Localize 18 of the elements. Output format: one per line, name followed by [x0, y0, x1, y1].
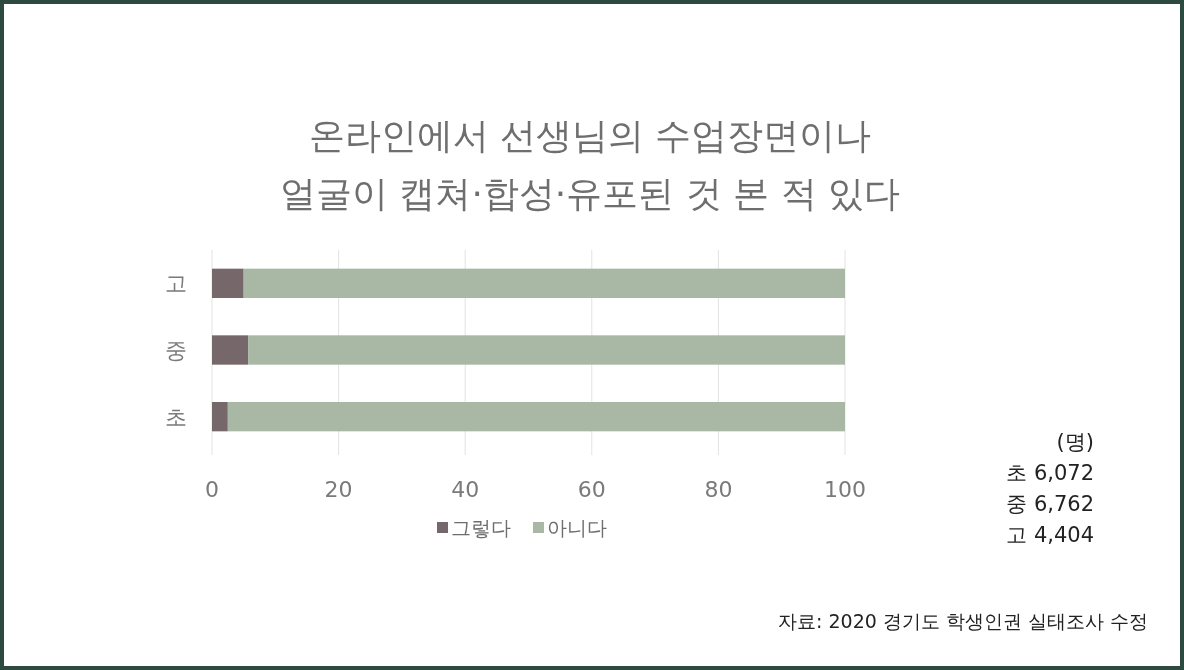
bar	[248, 335, 845, 365]
x-tick-label: 0	[205, 477, 219, 502]
bar	[212, 335, 249, 365]
x-tick-label: 80	[704, 477, 733, 502]
chart-title: 온라인에서 선생님의 수업장면이나 얼굴이 캡쳐·합성·유포된 것 본 적 있다	[279, 115, 901, 214]
legend-label: 아니다	[547, 516, 607, 540]
legend-label: 그렇다	[451, 516, 511, 540]
bar	[212, 402, 228, 432]
y-tick-label: 초	[165, 404, 187, 430]
x-tick-label: 20	[324, 477, 353, 502]
y-tick-label: 중	[165, 338, 187, 363]
y-tick-label: 고	[165, 271, 187, 297]
bar	[227, 402, 845, 432]
x-tick-label: 100	[824, 477, 866, 502]
x-tick-label: 60	[577, 477, 606, 502]
bar	[243, 268, 845, 298]
x-tick-label: 40	[451, 477, 480, 502]
bar	[212, 268, 244, 298]
